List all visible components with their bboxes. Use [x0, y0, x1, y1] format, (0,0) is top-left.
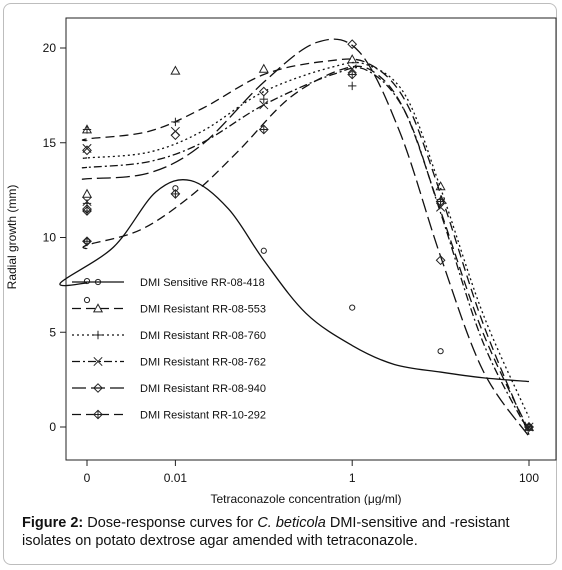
- legend-marker: [93, 330, 103, 340]
- y-tick-label: 0: [49, 420, 56, 434]
- data-point: [170, 130, 181, 141]
- data-point: [83, 296, 91, 304]
- legend-marker: [94, 278, 102, 286]
- curve-dmi-resistant-rr-08-762: [81, 67, 530, 433]
- chart: 0 5 10 15 20 0 0.01 1 100 DMI Sensitive RR-08-41…: [5, 17, 557, 505]
- y-tick-label: 5: [49, 325, 56, 339]
- axes: 0 5 10 15 20 0 0.01 1 100: [43, 17, 557, 485]
- data-point: [82, 236, 92, 247]
- data-point: [347, 69, 358, 80]
- data-point: [82, 145, 92, 156]
- legend-label: DMI Resistant RR-10-292: [140, 410, 266, 422]
- legend-marker: [92, 303, 104, 313]
- data-point: [83, 277, 91, 285]
- legend-label: DMI Resistant RR-08-553: [140, 304, 266, 316]
- x-tick-label: 1: [349, 471, 356, 485]
- data-point: [258, 86, 269, 97]
- data-point: [259, 100, 269, 110]
- y-tick-label: 15: [43, 136, 57, 150]
- data-point: [436, 202, 446, 212]
- legend-marker: [93, 356, 103, 367]
- caption-label: Figure 2:: [22, 515, 84, 531]
- y-axis-title: Radial growth (mm): [5, 185, 19, 290]
- data-point: [435, 196, 446, 207]
- data-point: [347, 64, 357, 74]
- curve-dmi-resistant-rr-08-553: [81, 58, 530, 435]
- x-axis-title: Tetraconazole concentration (μg/ml): [210, 492, 401, 505]
- data-point: [170, 65, 181, 75]
- data-point: [258, 124, 269, 135]
- curve-dmi-sensitive-rr-08-418: [59, 179, 530, 383]
- data-markers: [81, 39, 535, 432]
- x-tick-label: 100: [519, 471, 539, 485]
- data-point: [349, 304, 356, 311]
- caption-text-after: DMI-sensitive and -resistant isolates on…: [22, 515, 510, 549]
- data-point: [82, 206, 92, 216]
- y-tick-label: 10: [43, 231, 57, 245]
- data-point: [435, 181, 446, 191]
- data-point: [82, 125, 92, 134]
- plot-border: [65, 17, 557, 461]
- y-tick-label: 20: [43, 41, 57, 55]
- data-point: [437, 348, 444, 355]
- legend-label: DMI Resistant RR-08-762: [140, 357, 266, 369]
- data-point: [347, 54, 358, 64]
- data-point: [435, 255, 446, 266]
- data-point: [524, 422, 534, 432]
- caption-species: C. beticola: [257, 515, 326, 531]
- legend-marker: [93, 383, 103, 393]
- curve-dmi-resistant-rr-08-940: [81, 38, 530, 437]
- data-point: [82, 196, 92, 207]
- legend-label: DMI Sensitive RR-08-418: [140, 277, 265, 289]
- data-point: [81, 188, 93, 198]
- x-tick-label: 0.01: [164, 471, 188, 485]
- legend-label: DMI Resistant RR-08-940: [140, 383, 266, 395]
- caption-text-before: Dose-response curves for: [83, 515, 258, 531]
- figure-caption: Figure 2: Dose-response curves for C. be…: [22, 514, 542, 550]
- data-point: [258, 63, 269, 73]
- legend-label: DMI Resistant RR-08-760: [140, 330, 266, 342]
- data-point: [347, 39, 358, 50]
- fitted-curves: [59, 38, 530, 437]
- data-point: [170, 189, 181, 199]
- data-point: [171, 117, 180, 127]
- data-point: [260, 247, 267, 254]
- x-tick-label: 0: [84, 471, 91, 485]
- curve-dmi-resistant-rr-10-292: [82, 65, 530, 432]
- legend-marker: [93, 409, 103, 420]
- legend: DMI Sensitive RR-08-418 DMI Resistant RR-…: [72, 277, 266, 422]
- data-point: [348, 81, 357, 91]
